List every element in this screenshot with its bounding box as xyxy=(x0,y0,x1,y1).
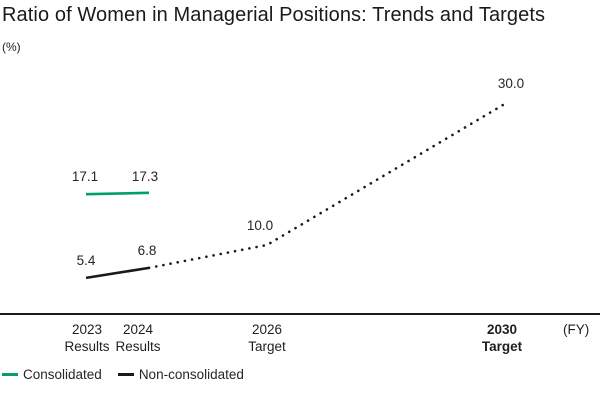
x-axis-year: 2026 xyxy=(251,322,283,337)
x-axis-label-2023-results: 2023 Results xyxy=(64,321,109,355)
value-label-non-consolidated-2024: 6.8 xyxy=(137,243,157,258)
x-axis-label-2030-target: 2030 Target xyxy=(482,321,522,355)
consolidated-line xyxy=(85,191,150,196)
x-axis-sublabel: Target xyxy=(481,339,523,354)
non-consolidated-solid-line xyxy=(85,266,150,280)
legend-swatch-consolidated xyxy=(2,373,18,376)
chart-title: Ratio of Women in Managerial Positions: … xyxy=(2,4,546,26)
y-axis-unit-label: (%) xyxy=(2,40,21,54)
x-axis-sublabel: Results xyxy=(115,339,161,354)
legend-swatch-non-consolidated xyxy=(117,373,134,376)
value-label-consolidated-2023: 17.1 xyxy=(71,169,99,184)
x-axis-label-2026-target: 2026 Target xyxy=(248,321,286,355)
value-label-non-consolidated-2023: 5.4 xyxy=(76,253,96,268)
value-label-non-consolidated-2026: 10.0 xyxy=(246,218,274,233)
x-axis-fy-label: (FY) xyxy=(563,322,590,337)
non-consolidated-dotted-target-line xyxy=(147,100,510,270)
x-axis-sublabel: Target xyxy=(248,339,286,354)
value-label-consolidated-2024: 17.3 xyxy=(131,169,159,184)
x-axis-year: 2024 xyxy=(122,322,154,337)
legend-label-non-consolidated: Non-consolidated xyxy=(138,367,244,382)
x-axis-year: 2023 xyxy=(71,322,103,337)
value-label-non-consolidated-2030: 30.0 xyxy=(497,76,525,91)
x-axis-sublabel: Results xyxy=(64,339,110,354)
legend: Consolidated Non-consolidated xyxy=(2,367,244,382)
legend-label-consolidated: Consolidated xyxy=(23,367,102,382)
x-axis-year: 2030 xyxy=(486,322,518,337)
x-axis-line xyxy=(0,313,600,315)
x-axis-label-2024-results: 2024 Results xyxy=(115,321,160,355)
